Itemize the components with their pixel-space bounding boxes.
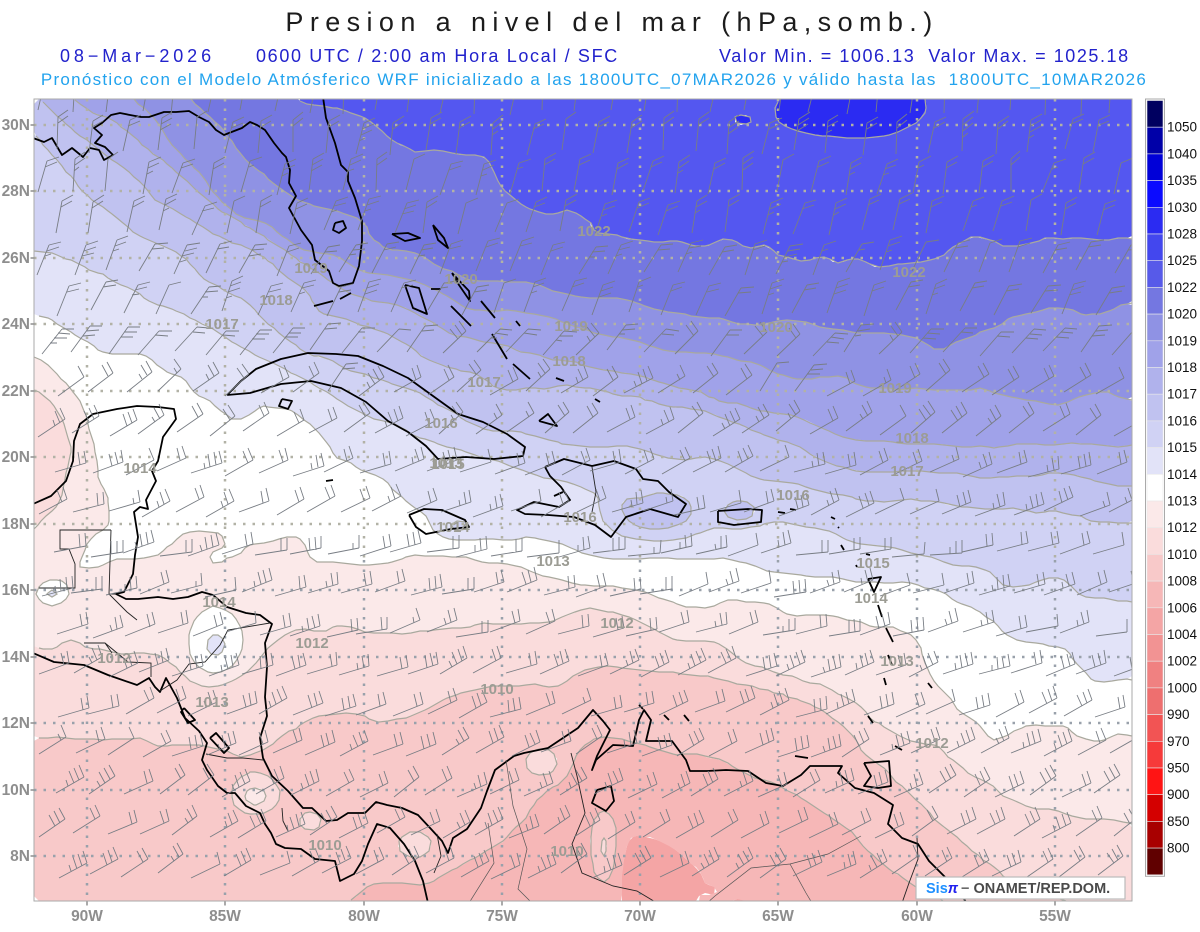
svg-text:1018: 1018 [259,292,292,309]
svg-text:60W: 60W [901,908,933,925]
svg-text:970: 970 [1167,734,1190,749]
svg-text:1035: 1035 [1167,173,1197,188]
svg-text:800: 800 [1167,841,1190,856]
svg-text:Pronóstico con el Modelo Atmós: Pronóstico con el Modelo Atmósferico WRF… [41,70,1147,89]
svg-text:1028: 1028 [1167,227,1197,242]
svg-text:1020: 1020 [444,271,477,288]
svg-text:65W: 65W [762,908,794,925]
svg-text:1002: 1002 [1167,654,1197,669]
svg-text:950: 950 [1167,761,1190,776]
svg-text:Sisπ − ONAMET/REP.DOM.: Sisπ − ONAMET/REP.DOM. [926,881,1110,897]
svg-text:1018: 1018 [895,430,928,447]
svg-text:1030: 1030 [1167,200,1197,215]
svg-text:1015: 1015 [856,555,889,572]
svg-text:1022: 1022 [892,264,925,281]
svg-text:1019: 1019 [554,318,587,335]
svg-text:28N: 28N [2,183,30,200]
svg-text:08−Mar−2026: 08−Mar−2026 [60,46,215,66]
svg-text:1014: 1014 [436,519,470,536]
svg-text:0600 UTC / 2:00 am Hora Local: 0600 UTC / 2:00 am Hora Local / SFC [256,46,619,66]
svg-text:Presion a nivel del mar (hPa,s: Presion a nivel del mar (hPa,somb.) [285,7,938,37]
svg-text:1016: 1016 [1167,413,1197,428]
svg-text:1006: 1006 [1167,600,1197,615]
svg-text:1014: 1014 [123,460,157,477]
svg-text:1016: 1016 [776,487,809,504]
svg-text:1017: 1017 [205,316,238,333]
svg-text:1012: 1012 [600,615,633,632]
svg-text:1010: 1010 [480,681,513,698]
svg-text:1012: 1012 [97,650,130,667]
svg-text:1017: 1017 [890,463,923,480]
svg-text:1012: 1012 [295,635,328,652]
svg-text:20N: 20N [2,449,30,466]
svg-text:1015: 1015 [1167,440,1197,455]
svg-text:1013: 1013 [429,455,462,472]
svg-text:75W: 75W [486,908,518,925]
svg-text:24N: 24N [2,316,30,333]
svg-text:1022: 1022 [1167,280,1197,295]
svg-text:850: 850 [1167,814,1190,829]
svg-text:1010: 1010 [550,843,583,860]
svg-text:1019: 1019 [1167,333,1197,348]
svg-text:8N: 8N [10,848,30,865]
svg-text:90W: 90W [71,908,103,925]
svg-text:22N: 22N [2,383,30,400]
svg-text:1014: 1014 [202,594,236,611]
svg-text:1015: 1015 [431,456,464,473]
svg-text:1013: 1013 [536,553,569,570]
svg-text:1017: 1017 [467,374,500,391]
svg-text:14N: 14N [2,649,30,666]
svg-text:900: 900 [1167,787,1190,802]
svg-text:1013: 1013 [880,653,913,670]
svg-text:1018: 1018 [1167,360,1197,375]
svg-text:1014: 1014 [1167,467,1198,482]
svg-text:1019: 1019 [878,380,911,397]
svg-text:1012: 1012 [915,735,948,752]
svg-text:1040: 1040 [1167,146,1197,161]
svg-text:1022: 1022 [577,223,610,240]
svg-text:1019: 1019 [294,260,327,277]
svg-text:12N: 12N [2,715,30,732]
svg-text:1010: 1010 [308,837,341,854]
svg-text:85W: 85W [209,908,241,925]
svg-text:10N: 10N [2,782,30,799]
svg-text:1008: 1008 [1167,574,1197,589]
svg-text:1018: 1018 [552,353,585,370]
svg-text:Valor Min. = 1006.13 Valor Ma: Valor Min. = 1006.13 Valor Max. = 1025.1… [719,46,1130,66]
svg-text:18N: 18N [2,516,30,533]
svg-text:30N: 30N [2,117,30,134]
svg-text:1016: 1016 [424,415,457,432]
svg-text:1020: 1020 [759,319,792,336]
svg-text:55W: 55W [1039,908,1071,925]
svg-text:1012: 1012 [1167,520,1197,535]
svg-text:1013: 1013 [195,694,228,711]
svg-text:1004: 1004 [1167,627,1198,642]
svg-text:1017: 1017 [1167,387,1197,402]
svg-text:1013: 1013 [1167,494,1197,509]
svg-text:1014: 1014 [854,590,888,607]
svg-text:1025: 1025 [1167,253,1197,268]
svg-text:1000: 1000 [1167,680,1197,695]
svg-text:1010: 1010 [1167,547,1197,562]
svg-text:70W: 70W [624,908,656,925]
svg-text:16N: 16N [2,582,30,599]
svg-text:1020: 1020 [1167,307,1197,322]
svg-text:1016: 1016 [563,509,596,526]
svg-text:1050: 1050 [1167,120,1197,135]
svg-text:990: 990 [1167,707,1190,722]
svg-text:80W: 80W [348,908,380,925]
svg-text:26N: 26N [2,250,30,267]
